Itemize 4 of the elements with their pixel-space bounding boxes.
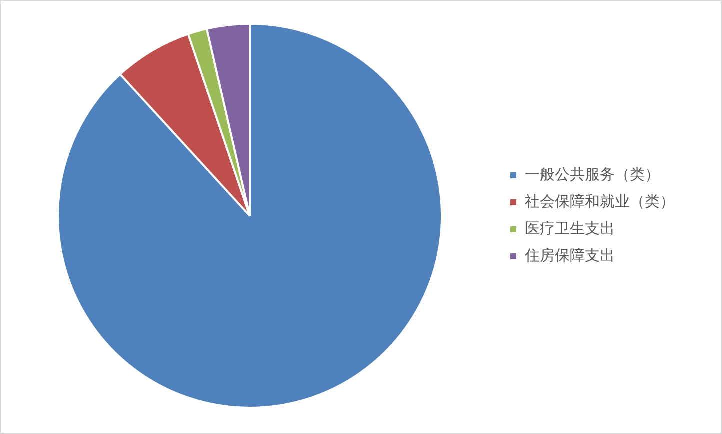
legend-label: 住房保障支出: [524, 246, 615, 264]
legend-label: 社会保障和就业（类）: [525, 192, 675, 210]
legend-label: 医疗卫生支出: [525, 219, 615, 238]
legend-label: 一般公共服务（类）: [525, 165, 660, 184]
